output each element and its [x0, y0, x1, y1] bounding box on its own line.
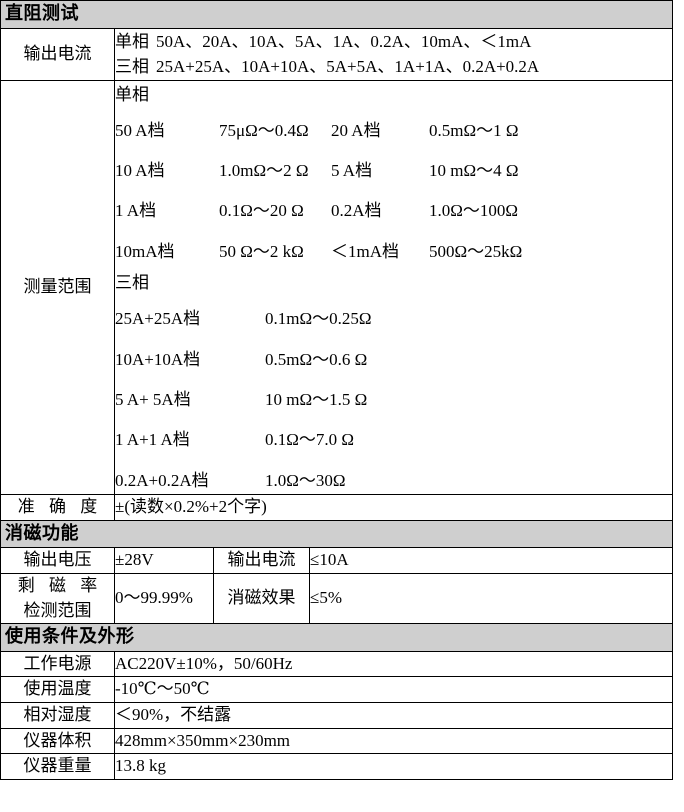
current-line-single-phase: 单相 50A、20A、10A、5A、1A、0.2A、10mA、＜1mA — [115, 29, 672, 55]
range-row: 1 A+1 A档 0.1Ω～7.0 Ω — [115, 427, 672, 453]
section-title: 使用条件及外形 — [0, 623, 673, 652]
row-value-accuracy: ±(读数×0.2%+2个字) — [114, 494, 673, 521]
phase-label-single: 单相 — [115, 31, 149, 51]
range-value-b: 500Ω～25kΩ — [429, 241, 523, 261]
row-label-output-voltage: 输出电压 — [0, 547, 115, 574]
range-value-a: 0.1Ω～20 Ω — [219, 201, 304, 221]
row-label-measurement-range: 测量范围 — [0, 79, 115, 496]
range-value: 10 mΩ～1.5 Ω — [265, 390, 368, 410]
range-row: 1 A档 0.1Ω～20 Ω 0.2A档 1.0Ω～100Ω — [115, 198, 672, 224]
range-gear-b: ＜1mA档 — [331, 241, 399, 261]
range-row: 0.2A+0.2A档 1.0Ω～30Ω — [115, 468, 672, 494]
row-value-demag-effect: ≤5% — [309, 572, 673, 625]
row-label-output-current: 输出电流 — [0, 27, 115, 81]
phase-values-three: 25A+25A、10A+10A、5A+5A、1A+1A、0.2A+0.2A — [156, 57, 540, 77]
range-row: 5 A+ 5A档 10 mΩ～1.5 Ω — [115, 387, 672, 413]
range-rows-single-phase: 50 A档 75μΩ～0.4Ω 20 A档 0.5mΩ～1 Ω 10 A档 1.0mΩ～… — [115, 118, 672, 265]
section-title: 直阻测试 — [0, 0, 673, 29]
row-value-weight: 13.8 kg — [114, 753, 673, 781]
row-label-residual-magnetism: 剩 磁 率 检测范围 — [0, 572, 115, 625]
section-header-dc-resistance: 直阻测试 — [0, 0, 673, 29]
range-value-b: 10 mΩ～4 Ω — [429, 161, 519, 181]
range-gear-a: 50 A档 — [115, 120, 165, 140]
row-value-residual-magnetism: 0～99.99% — [114, 572, 214, 625]
range-value-a: 50 Ω～2 kΩ — [219, 241, 304, 261]
range-row: 10A+10A档 0.5mΩ～0.6 Ω — [115, 347, 672, 373]
row-label-power-supply: 工作电源 — [0, 650, 115, 678]
row-value-dimensions: 428mm×350mm×230mm — [114, 727, 673, 755]
range-gear: 0.2A+0.2A档 — [115, 470, 209, 490]
label-line-1: 剩 磁 率 — [17, 575, 103, 595]
table-row-output-current: 输出电流 单相 50A、20A、10A、5A、1A、0.2A、10mA、＜1mA … — [0, 27, 673, 81]
range-row: 50 A档 75μΩ～0.4Ω 20 A档 0.5mΩ～1 Ω — [115, 118, 672, 144]
range-heading-three-phase: 三相 — [115, 273, 149, 293]
current-line-three-phase: 三相 25A+25A、10A+10A、5A+5A、1A+1A、0.2A+0.2A — [115, 54, 672, 80]
range-value: 0.1mΩ～0.25Ω — [265, 309, 372, 329]
row-label-operating-temperature: 使用温度 — [0, 676, 115, 704]
range-value-b: 0.5mΩ～1 Ω — [429, 120, 519, 140]
table-row-output-voltage: 输出电压 ±28V 输出电流 ≤10A — [0, 547, 673, 574]
range-rows-three-phase: 25A+25A档 0.1mΩ～0.25Ω 10A+10A档 0.5mΩ～0.6 Ω … — [115, 306, 672, 494]
table-row-dimensions: 仪器体积 428mm×350mm×230mm — [0, 727, 673, 755]
row-label-relative-humidity: 相对湿度 — [0, 702, 115, 729]
table-row-residual-magnetism: 剩 磁 率 检测范围 0～99.99% 消磁效果 ≤5% — [0, 572, 673, 625]
range-row: 10 A档 1.0mΩ～2 Ω 5 A档 10 mΩ～4 Ω — [115, 158, 672, 184]
range-row: 10mA档 50 Ω～2 kΩ ＜1mA档 500Ω～25kΩ — [115, 239, 672, 265]
row-value-output-current: 单相 50A、20A、10A、5A、1A、0.2A、10mA、＜1mA 三相 25A… — [114, 27, 673, 81]
table-row-measurement-range: 测量范围 单相 50 A档 75μΩ～0.4Ω 20 A档 0.5mΩ～1 Ω 10 … — [0, 79, 673, 496]
row-value-demag-output-current: ≤10A — [309, 547, 673, 574]
row-value-relative-humidity: ＜90%，不结露 — [114, 702, 673, 729]
range-gear-b: 0.2A档 — [331, 201, 382, 221]
section-title: 消磁功能 — [0, 519, 673, 549]
range-row: 25A+25A档 0.1mΩ～0.25Ω — [115, 306, 672, 332]
row-value-operating-temperature: -10℃～50℃ — [114, 676, 673, 704]
row-value-output-voltage: ±28V — [114, 547, 214, 574]
row-label-dimensions: 仪器体积 — [0, 727, 115, 755]
range-gear-b: 20 A档 — [331, 120, 381, 140]
range-gear: 25A+25A档 — [115, 309, 201, 329]
label-line-2: 检测范围 — [23, 600, 92, 620]
range-gear-b: 5 A档 — [331, 161, 373, 181]
table-row-operating-temperature: 使用温度 -10℃～50℃ — [0, 676, 673, 704]
range-value-a: 1.0mΩ～2 Ω — [219, 161, 309, 181]
range-value-a: 75μΩ～0.4Ω — [219, 120, 309, 140]
table-row-power-supply: 工作电源 AC220V±10%，50/60Hz — [0, 650, 673, 678]
range-gear-a: 10 A档 — [115, 161, 165, 181]
section-header-demagnetization: 消磁功能 — [0, 519, 673, 549]
phase-values-single: 50A、20A、10A、5A、1A、0.2A、10mA、＜1mA — [156, 31, 532, 51]
phase-label-three: 三相 — [115, 57, 149, 77]
range-value: 0.5mΩ～0.6 Ω — [265, 349, 368, 369]
specification-table: 直阻测试 输出电流 单相 50A、20A、10A、5A、1A、0.2A、10mA、… — [0, 0, 673, 781]
range-gear: 10A+10A档 — [115, 349, 201, 369]
range-gear-a: 10mA档 — [115, 241, 175, 261]
row-label-demag-effect: 消磁效果 — [213, 572, 310, 625]
range-value-b: 1.0Ω～100Ω — [429, 201, 519, 221]
range-gear: 5 A+ 5A档 — [115, 390, 191, 410]
row-label-weight: 仪器重量 — [0, 753, 115, 781]
row-label-demag-output-current: 输出电流 — [213, 547, 310, 574]
range-heading-single-phase: 单相 — [115, 84, 149, 104]
table-row-weight: 仪器重量 13.8 kg — [0, 753, 673, 781]
table-row-accuracy: 准 确 度 ±(读数×0.2%+2个字) — [0, 494, 673, 521]
range-gear: 1 A+1 A档 — [115, 430, 190, 450]
table-row-relative-humidity: 相对湿度 ＜90%，不结露 — [0, 702, 673, 729]
row-value-power-supply: AC220V±10%，50/60Hz — [114, 650, 673, 678]
range-value: 1.0Ω～30Ω — [265, 470, 346, 490]
row-label-accuracy: 准 确 度 — [0, 494, 115, 521]
section-header-operating-conditions: 使用条件及外形 — [0, 623, 673, 652]
range-gear-a: 1 A档 — [115, 201, 157, 221]
range-value: 0.1Ω～7.0 Ω — [265, 430, 355, 450]
row-value-measurement-range: 单相 50 A档 75μΩ～0.4Ω 20 A档 0.5mΩ～1 Ω 10 A档 1.0… — [114, 79, 673, 496]
